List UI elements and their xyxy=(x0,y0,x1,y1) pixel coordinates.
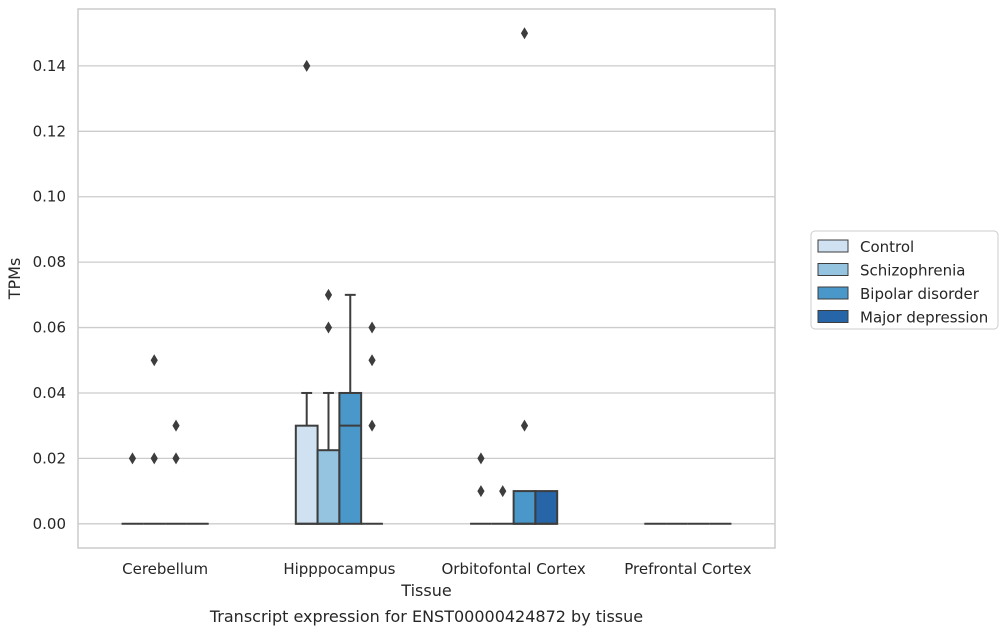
box-iqr xyxy=(338,391,363,525)
box-iqr xyxy=(512,490,537,525)
legend: Control Schizophrenia Bipolar disorder Majo… xyxy=(810,230,999,330)
y-tick-label: 0.08 xyxy=(33,253,66,271)
outlier-point xyxy=(324,288,333,301)
outlier-point xyxy=(324,321,333,334)
y-tick-label: 0.04 xyxy=(33,384,66,402)
box-bipolar-disorder xyxy=(512,27,537,525)
legend-swatch xyxy=(817,286,849,300)
y-tick-label: 0.14 xyxy=(33,57,66,75)
outlier-point xyxy=(477,452,485,465)
box-layer xyxy=(121,27,732,525)
legend-label: Control xyxy=(860,238,914,256)
legend-swatch xyxy=(817,310,849,323)
box-major-depression xyxy=(361,321,383,525)
legend-frame xyxy=(810,230,999,330)
legend-swatch xyxy=(817,263,849,276)
outlier-point xyxy=(368,321,376,334)
box-bipolar-disorder xyxy=(338,293,363,525)
y-tick-label: 0.06 xyxy=(33,319,66,337)
x-axis-title: Tissue xyxy=(400,581,451,600)
x-tick-label: Hipppocampus xyxy=(283,560,395,578)
y-tick-labels: 0.00 0.02 0.04 0.06 0.08 0.10 0.12 0.14 xyxy=(33,57,66,533)
legend-label: Major depression xyxy=(860,309,988,327)
box-major-depression xyxy=(534,490,559,525)
y-axis-title: TPMs xyxy=(5,258,24,301)
legend-label: Bipolar disorder xyxy=(860,285,980,303)
box-schizophrenia xyxy=(143,354,166,525)
y-tick-label: 0.12 xyxy=(33,122,66,140)
x-tick-labels: Cerebellum Hipppocampus Orbitofontal Corte… xyxy=(122,560,751,578)
outlier-point xyxy=(499,485,507,498)
x-tick-label: Prefrontal Cortex xyxy=(624,560,751,578)
outlier-point xyxy=(477,485,485,498)
outlier-point xyxy=(150,354,158,367)
outlier-point xyxy=(520,419,529,432)
x-tick-label: Cerebellum xyxy=(122,560,208,578)
outlier-point xyxy=(128,452,137,465)
outlier-point xyxy=(368,354,376,367)
box-schizophrenia xyxy=(491,485,514,525)
x-tick-label: Orbitofontal Cortex xyxy=(442,560,586,578)
box-bipolar-disorder xyxy=(165,419,187,525)
box-iqr xyxy=(316,449,341,525)
chart-title: Transcript expression for ENST0000042487… xyxy=(209,607,643,626)
box-iqr xyxy=(534,490,559,525)
outlier-point xyxy=(520,27,529,40)
legend-swatch xyxy=(817,239,849,253)
y-tick-label: 0.10 xyxy=(33,188,66,206)
outlier-point xyxy=(172,419,180,432)
legend-label: Schizophrenia xyxy=(860,262,965,280)
box-control xyxy=(121,452,144,525)
outlier-point xyxy=(368,419,376,432)
outlier-point xyxy=(172,452,180,465)
y-tick-label: 0.00 xyxy=(33,515,66,533)
box-schizophrenia xyxy=(316,288,341,525)
gridlines xyxy=(78,65,775,525)
box-control xyxy=(470,452,492,525)
box-control xyxy=(294,59,319,525)
outlier-point xyxy=(303,59,311,72)
y-tick-label: 0.02 xyxy=(33,449,66,467)
box-iqr xyxy=(294,424,319,525)
plot-frame xyxy=(77,8,776,549)
outlier-point xyxy=(150,452,158,465)
